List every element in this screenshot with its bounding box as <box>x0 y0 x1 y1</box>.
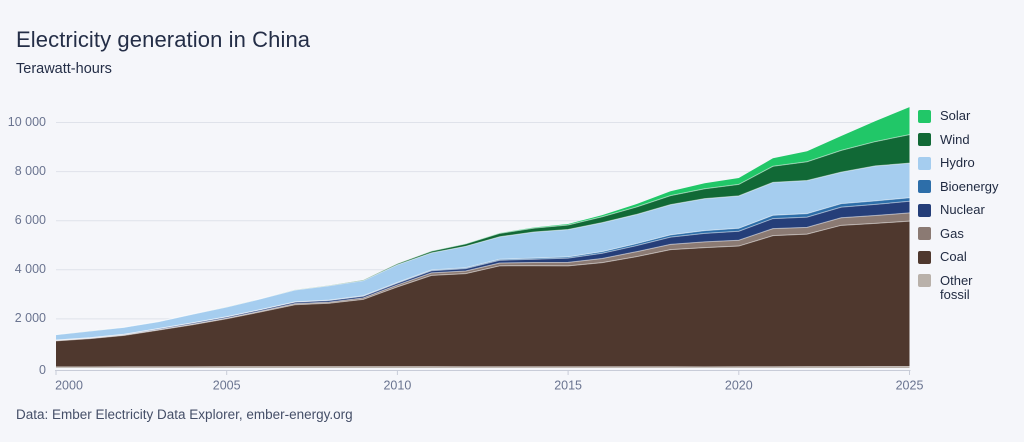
x-axis-tick-label: 2000 <box>55 378 83 392</box>
y-axis-tick-label: 10 000 <box>8 115 46 129</box>
y-axis-tick-label: 4 000 <box>15 262 46 276</box>
legend-label: Other fossil <box>940 272 973 302</box>
chart-legend: Solar Wind Hydro Bioenergy Nuclear Gas Coal Oth… <box>918 108 1002 303</box>
legend-swatch-bioenergy <box>918 180 931 193</box>
legend-label: Gas <box>940 225 964 241</box>
x-axis-tick-label: 2005 <box>213 378 241 392</box>
legend-swatch-hydro <box>918 156 931 170</box>
area-hydro[interactable] <box>56 163 910 341</box>
y-axis-tick-label: 0 <box>39 363 46 377</box>
legend-item-solar[interactable]: Solar <box>918 108 1002 124</box>
legend-item-other-fossil[interactable]: Other fossil <box>918 272 1002 303</box>
area-bioenergy[interactable] <box>56 197 910 341</box>
legend-label: Wind <box>940 131 970 147</box>
layer-boundary-line <box>55 197 910 341</box>
legend-swatch-solar <box>918 109 931 123</box>
layer-boundary-line <box>55 220 910 342</box>
x-axis-tick-label: 2015 <box>554 378 582 392</box>
legend-item-coal[interactable]: Coal <box>918 249 1002 265</box>
legend-label: Nuclear <box>940 202 985 217</box>
x-axis-tick-label: 2025 <box>896 378 924 392</box>
page-title: Electricity generation in China <box>16 27 311 52</box>
legend-item-nuclear[interactable]: Nuclear <box>918 202 1002 218</box>
legend-item-bioenergy[interactable]: Bioenergy <box>918 178 1002 195</box>
legend-swatch-nuclear <box>918 203 931 217</box>
data-source-attribution: Data: Ember Electricity Data Explorer, e… <box>16 407 353 422</box>
x-axis-tick-label: 2020 <box>725 378 753 392</box>
legend-label: Bioenergy <box>940 178 999 194</box>
y-axis-tick-label: 6 000 <box>15 213 46 227</box>
legend-label: Coal <box>940 249 967 264</box>
legend-item-hydro[interactable]: Hydro <box>918 155 1002 171</box>
legend-item-wind[interactable]: Wind <box>918 131 1002 148</box>
area-coal[interactable] <box>56 221 910 367</box>
legend-swatch-other-fossil <box>918 274 931 287</box>
layer-boundary-line <box>55 212 910 342</box>
y-axis-tick-label: 8 000 <box>15 164 46 178</box>
legend-swatch-gas <box>918 227 931 240</box>
legend-swatch-wind <box>918 133 931 146</box>
legend-label: Hydro <box>940 155 975 170</box>
legend-swatch-coal <box>918 250 931 264</box>
layer-boundary-line <box>55 134 910 336</box>
legend-label: Solar <box>940 108 971 123</box>
legend-item-gas[interactable]: Gas <box>918 225 1002 242</box>
chart-units-subtitle: Terawatt-hours <box>16 61 112 77</box>
area-gas[interactable] <box>56 212 910 341</box>
x-axis-tick-label: 2010 <box>383 378 411 392</box>
area-nuclear[interactable] <box>56 201 910 341</box>
y-axis-tick-label: 2 000 <box>15 311 46 325</box>
